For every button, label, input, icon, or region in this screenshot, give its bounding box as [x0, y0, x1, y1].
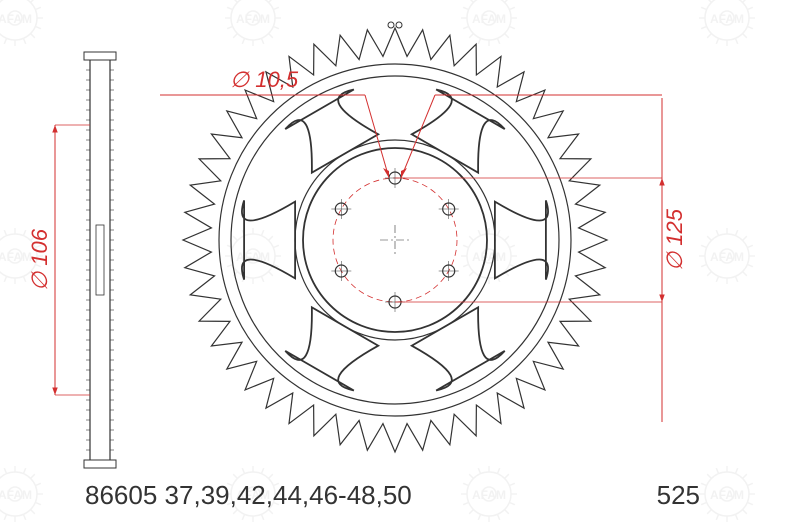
part-number: 86605	[85, 480, 157, 510]
svg-text:∅ 10,5: ∅ 10,5	[230, 67, 299, 92]
size-list: 37,39,42,44,46-48,50	[165, 480, 412, 510]
part-info: 86605 37,39,42,44,46-48,50	[85, 480, 412, 511]
chain-pitch: 525	[657, 480, 700, 511]
diagram-container: // generated later after data load AFAM …	[0, 0, 800, 529]
svg-text:∅ 125: ∅ 125	[662, 208, 687, 271]
svg-text:∅ 106: ∅ 106	[27, 228, 52, 291]
technical-drawing: ∅ 106 ∅ 125 ∅ 10,5	[0, 0, 800, 529]
